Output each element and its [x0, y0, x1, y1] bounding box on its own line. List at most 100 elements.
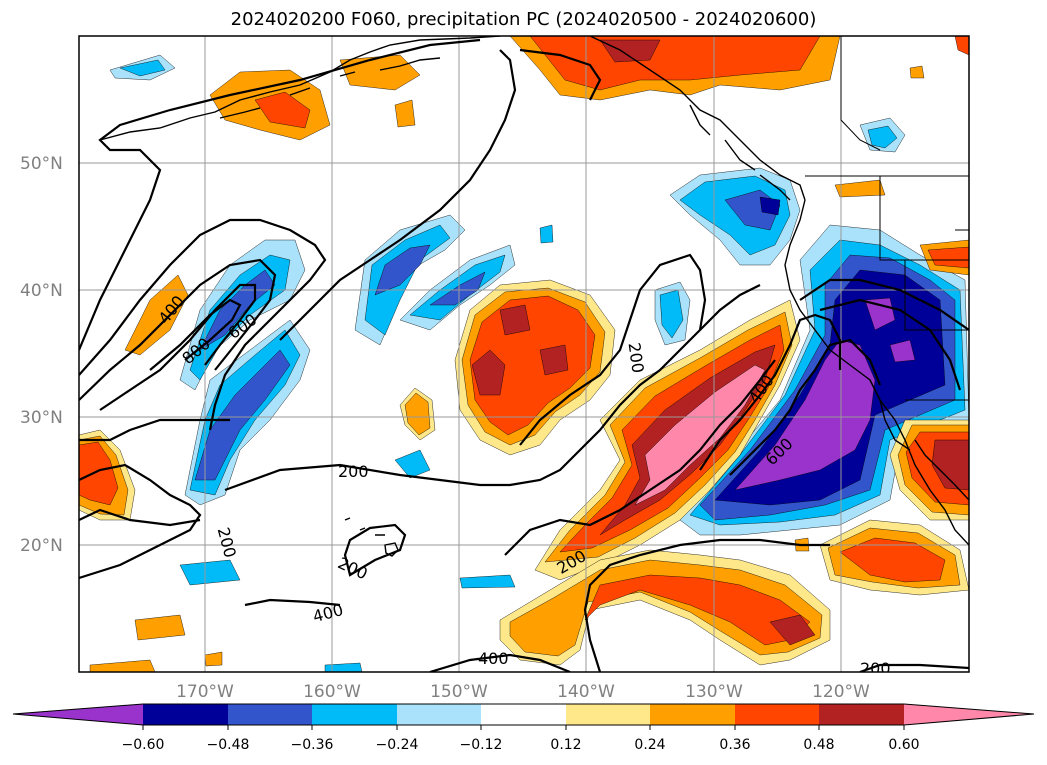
precip-blob	[539, 224, 554, 244]
precip-blob	[469, 295, 596, 436]
colorbar-ticks	[142, 725, 905, 730]
coastline-west-us	[784, 199, 911, 451]
contour-line-200	[79, 508, 201, 527]
map-panel: 400 800 600 200 200 400 600 200 200 200 …	[79, 36, 969, 672]
coastline-gulf-california	[914, 439, 969, 501]
precip-blob	[867, 125, 898, 149]
precip-blob	[134, 614, 186, 641]
coastline-bc-islands	[689, 104, 791, 201]
colorbar-tick-label: −0.24	[376, 737, 419, 753]
colorbar-tick-label: −0.12	[460, 737, 503, 753]
contour-line-400	[699, 313, 842, 471]
precip-blob	[404, 392, 431, 436]
precip-blob	[179, 559, 241, 586]
precip-blob	[194, 349, 291, 481]
contour-line-600	[99, 283, 257, 411]
coastline-alaska-panhandle	[589, 36, 806, 201]
precip-blob	[659, 289, 684, 339]
precip-blob	[734, 339, 876, 491]
precip-blob	[254, 91, 311, 129]
contour-lines	[79, 38, 969, 672]
precip-blob	[759, 196, 781, 216]
colorbar-tick-label: −0.60	[122, 737, 165, 753]
precip-blob	[834, 179, 886, 198]
colorbar-tick-label: −0.36	[291, 737, 334, 753]
precip-blob	[954, 36, 969, 56]
lon-label-130w: 130°W	[685, 682, 743, 702]
latitude-labels: 50°N 40°N 30°N 20°N	[20, 154, 63, 556]
contour-line-200	[79, 38, 481, 351]
contour-line-200	[79, 418, 230, 442]
precip-blob	[909, 65, 925, 79]
contour-line-200	[504, 359, 776, 556]
coastline-alaska	[99, 36, 501, 141]
contour-line-200	[79, 218, 327, 431]
contour-line-200	[799, 278, 969, 331]
contour-line-800	[149, 298, 242, 371]
colorbar-segment	[312, 704, 397, 725]
precip-blob	[931, 439, 969, 491]
border-states	[879, 176, 969, 331]
precip-blob	[364, 224, 451, 336]
colorbar-extend-max	[904, 704, 1034, 725]
lon-label-160w: 160°W	[303, 682, 361, 702]
colorbar-tick-label: −0.48	[207, 737, 250, 753]
contour-line-200	[519, 253, 707, 446]
precip-blob	[529, 36, 821, 91]
contour-line-200	[79, 463, 202, 580]
precip-blob	[394, 99, 416, 128]
precip-blob	[839, 537, 946, 583]
precip-blob	[509, 559, 823, 657]
contour-line-400	[429, 653, 571, 672]
colorbar-segment	[228, 704, 312, 725]
contour-line-400	[79, 258, 277, 401]
precip-shading	[79, 36, 969, 672]
contour-label: 200	[338, 462, 369, 481]
colorbar-tick-label: 0.12	[550, 737, 581, 753]
precip-blob	[599, 39, 661, 63]
colorbar-segment	[650, 704, 735, 725]
precip-blob	[89, 659, 156, 672]
colorbar-tick-labels: −0.60 −0.48 −0.36 −0.24 −0.12 0.12 0.24 …	[122, 737, 920, 753]
contour-line-200	[859, 663, 969, 672]
colorbar-tick-label: 0.24	[634, 737, 665, 753]
coastline-hawaii	[344, 517, 399, 557]
lat-label-20n: 20°N	[20, 536, 63, 556]
border-alaska-canada	[840, 36, 881, 151]
precip-blob	[124, 274, 189, 356]
lon-label-120w: 120°W	[812, 682, 870, 702]
precip-blob	[769, 614, 816, 646]
colorbar-segment	[566, 704, 650, 725]
lat-label-30n: 30°N	[20, 408, 63, 428]
contour-line-200	[279, 49, 517, 341]
colorbar: −0.60 −0.48 −0.36 −0.24 −0.12 0.12 0.24 …	[12, 703, 1035, 753]
graticule	[79, 36, 969, 672]
precip-blob	[429, 271, 486, 306]
contour-label: 400	[478, 649, 509, 668]
precip-blob	[79, 441, 119, 506]
colorbar-segment	[819, 704, 904, 725]
longitude-labels: 170°W 160°W 150°W 140°W 130°W 120°W	[176, 682, 870, 702]
colorbar-segment	[143, 704, 228, 725]
contour-line-200	[583, 538, 830, 672]
precip-blob	[324, 662, 363, 672]
map-frame	[78, 35, 970, 673]
precip-blob	[119, 59, 166, 77]
coastlines	[99, 36, 969, 557]
precip-blob	[204, 651, 223, 667]
precip-blob	[459, 574, 516, 589]
precip-blob	[634, 364, 766, 506]
contour-label: 200	[625, 341, 648, 374]
precip-blob	[374, 244, 431, 296]
colorbar-tick-label: 0.60	[888, 737, 919, 753]
coastline-baja	[869, 379, 969, 546]
contour-line-600	[729, 338, 882, 476]
colorbar-segment	[397, 704, 481, 725]
contour-line-400	[244, 598, 341, 607]
precip-blob	[471, 349, 506, 396]
colorbar-extend-min	[13, 704, 143, 725]
lat-label-50n: 50°N	[20, 154, 63, 174]
coastline-alaska-islands	[219, 57, 441, 119]
lat-label-40n: 40°N	[20, 281, 63, 301]
